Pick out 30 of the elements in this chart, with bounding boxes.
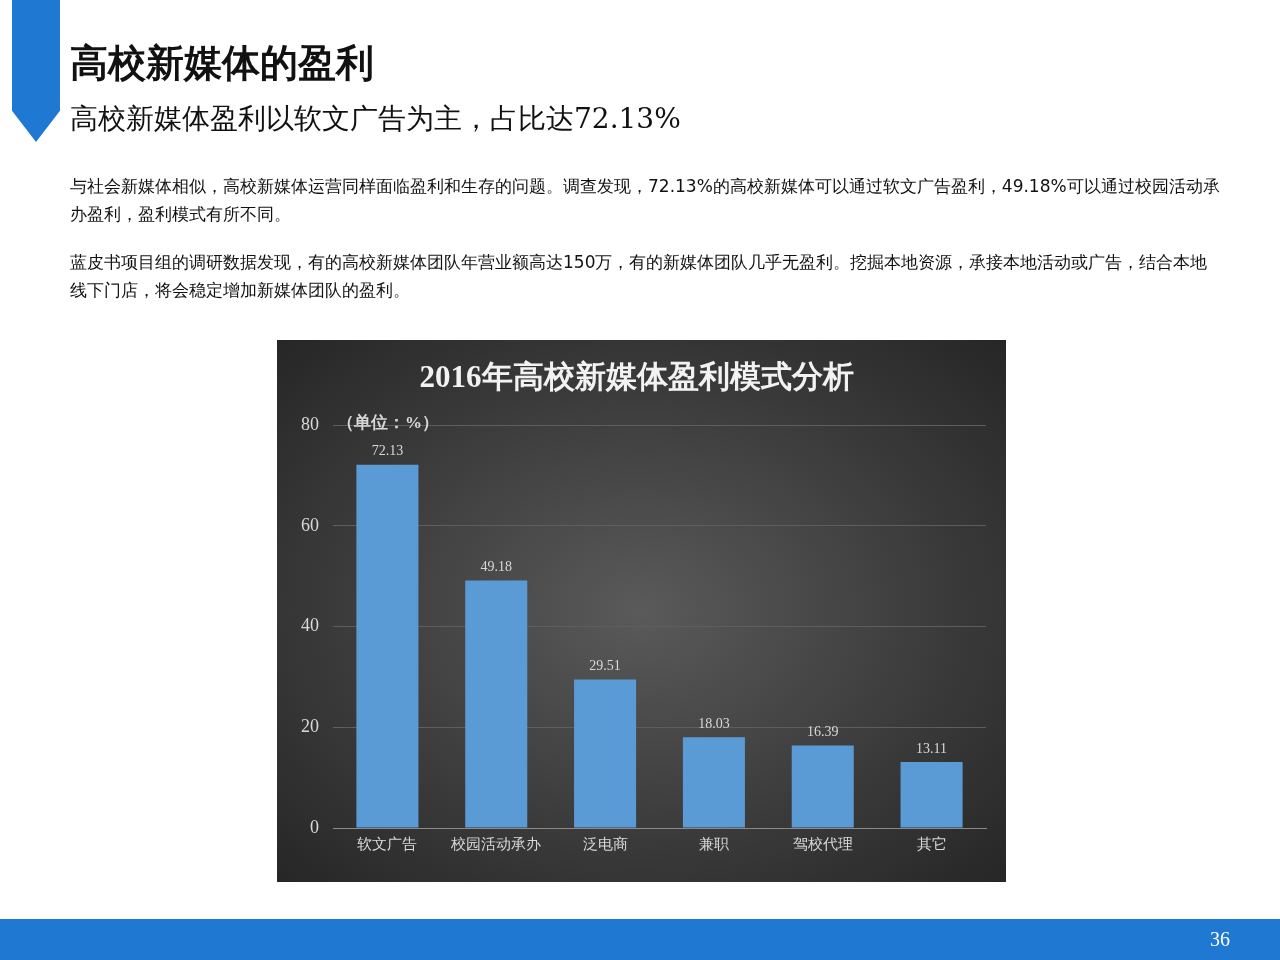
- x-tick-label: 驾校代理: [792, 835, 853, 852]
- text: 36: [1210, 928, 1230, 951]
- y-tick-label: 80: [301, 413, 319, 434]
- x-tick-label: 校园活动承办: [450, 835, 542, 852]
- bar: [791, 745, 854, 828]
- y-tick-label: 60: [301, 514, 319, 535]
- bar: [574, 679, 637, 828]
- bar: [900, 761, 963, 828]
- text: 高校新媒体的盈利: [70, 40, 374, 87]
- y-tick-label: 0: [310, 816, 319, 837]
- bar: [465, 580, 528, 828]
- x-tick-label: 软文广告: [357, 835, 418, 852]
- data-label: 29.51: [589, 658, 621, 674]
- data-label: 18.03: [698, 715, 730, 731]
- text: 蓝皮书项目组的调研数据发现，有的高校新媒体团队年营业额高达150万，有的新媒体团队几乎无盈利。挖掘本地资源，承接本地活动或广告，结合本地线下门店，将会稳定增加新媒体团队的盈利。: [70, 251, 1209, 302]
- data-label: 72.13: [371, 443, 404, 459]
- y-tick-label: 40: [301, 615, 319, 636]
- y-tick-label: 20: [301, 716, 319, 737]
- bar: [682, 737, 745, 828]
- text: 与社会新媒体相似，高校新媒体运营同样面临盈利和生存的问题。调查发现，72.13%的高校新媒体可以通过软文广告盈利，49.18%可以通过校园活动承办盈利，盈利模式有所不同。: [70, 175, 1220, 226]
- data-label: 13.11: [916, 740, 948, 756]
- chart-title: 2016年高校新媒体盈利模式分析: [419, 358, 854, 394]
- y-axis-title: （单位：%）: [337, 412, 439, 432]
- x-tick-label: 兼职: [698, 835, 729, 852]
- bar: [356, 464, 419, 828]
- data-label: 49.18: [480, 559, 512, 575]
- x-tick-label: 其它: [916, 835, 947, 852]
- data-label: 16.39: [807, 724, 839, 740]
- x-tick-label: 泛电商: [582, 835, 628, 852]
- text: 高校新媒体盈利以软文广告为主，占比达72.13%: [70, 101, 681, 137]
